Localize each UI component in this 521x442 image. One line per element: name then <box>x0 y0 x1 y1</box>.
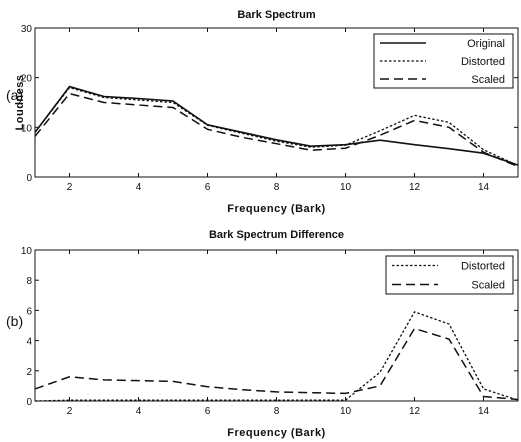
series-line-scaled <box>34 92 519 168</box>
x-tick-label: 10 <box>340 406 352 417</box>
y-tick-label: 30 <box>21 24 33 35</box>
y-tick-label: 10 <box>21 123 33 134</box>
x-tick-label: 10 <box>340 182 352 193</box>
y-axis-label: Loudness <box>14 75 26 131</box>
legend-label-scaled: Scaled <box>471 280 505 292</box>
y-tick-label: 10 <box>21 246 33 257</box>
x-tick-label: 4 <box>136 406 142 417</box>
y-tick-label: 0 <box>26 173 32 184</box>
x-tick-label: 12 <box>409 406 421 417</box>
chart-title: Bark Spectrum Difference <box>209 229 344 241</box>
x-axis-label: Frequency (Bark) <box>227 203 325 215</box>
x-tick-label: 2 <box>67 182 73 193</box>
legend-label-scaled: Scaled <box>471 74 505 86</box>
chart-title: Bark Spectrum <box>237 9 315 21</box>
chart-a: Bark Spectrum (a) 2 4 6 8 10 12 14 0 10 20 30 Frequen… <box>6 9 519 215</box>
series-line-original <box>34 85 519 166</box>
y-tick-label: 6 <box>26 306 32 317</box>
y-tick-label: 0 <box>26 397 32 408</box>
chart-b: Bark Spectrum Difference (b) 2 4 6 8 10 12 14 0 2 4… <box>6 229 519 439</box>
y-tick-label: 20 <box>21 74 33 85</box>
series-line-distorted <box>34 86 519 167</box>
x-tick-label: 6 <box>205 182 211 193</box>
legend-label-original: Original <box>467 38 505 50</box>
x-tick-label: 4 <box>136 182 142 193</box>
y-tick-label: 4 <box>26 337 32 348</box>
series-line-distorted <box>34 311 519 402</box>
legend: Original Distorted Scaled <box>373 33 514 89</box>
x-tick-label: 8 <box>274 182 280 193</box>
x-tick-label: 2 <box>67 406 73 417</box>
x-tick-label: 14 <box>478 406 490 417</box>
x-tick-label: 6 <box>205 406 211 417</box>
panel-label: (b) <box>6 313 23 329</box>
legend-label-distorted: Distorted <box>461 56 505 68</box>
panel-label: (a) <box>6 87 23 103</box>
legend-label-distorted: Distorted <box>461 261 505 273</box>
x-tick-label: 8 <box>274 406 280 417</box>
x-tick-label: 14 <box>478 182 490 193</box>
x-tick-label: 12 <box>409 182 421 193</box>
legend-box <box>385 255 514 295</box>
y-tick-label: 2 <box>26 367 32 378</box>
series-line-scaled <box>34 327 519 401</box>
y-tick-label: 8 <box>26 276 32 287</box>
x-axis-label: Frequency (Bark) <box>227 427 325 439</box>
legend: Distorted Scaled <box>385 255 514 295</box>
